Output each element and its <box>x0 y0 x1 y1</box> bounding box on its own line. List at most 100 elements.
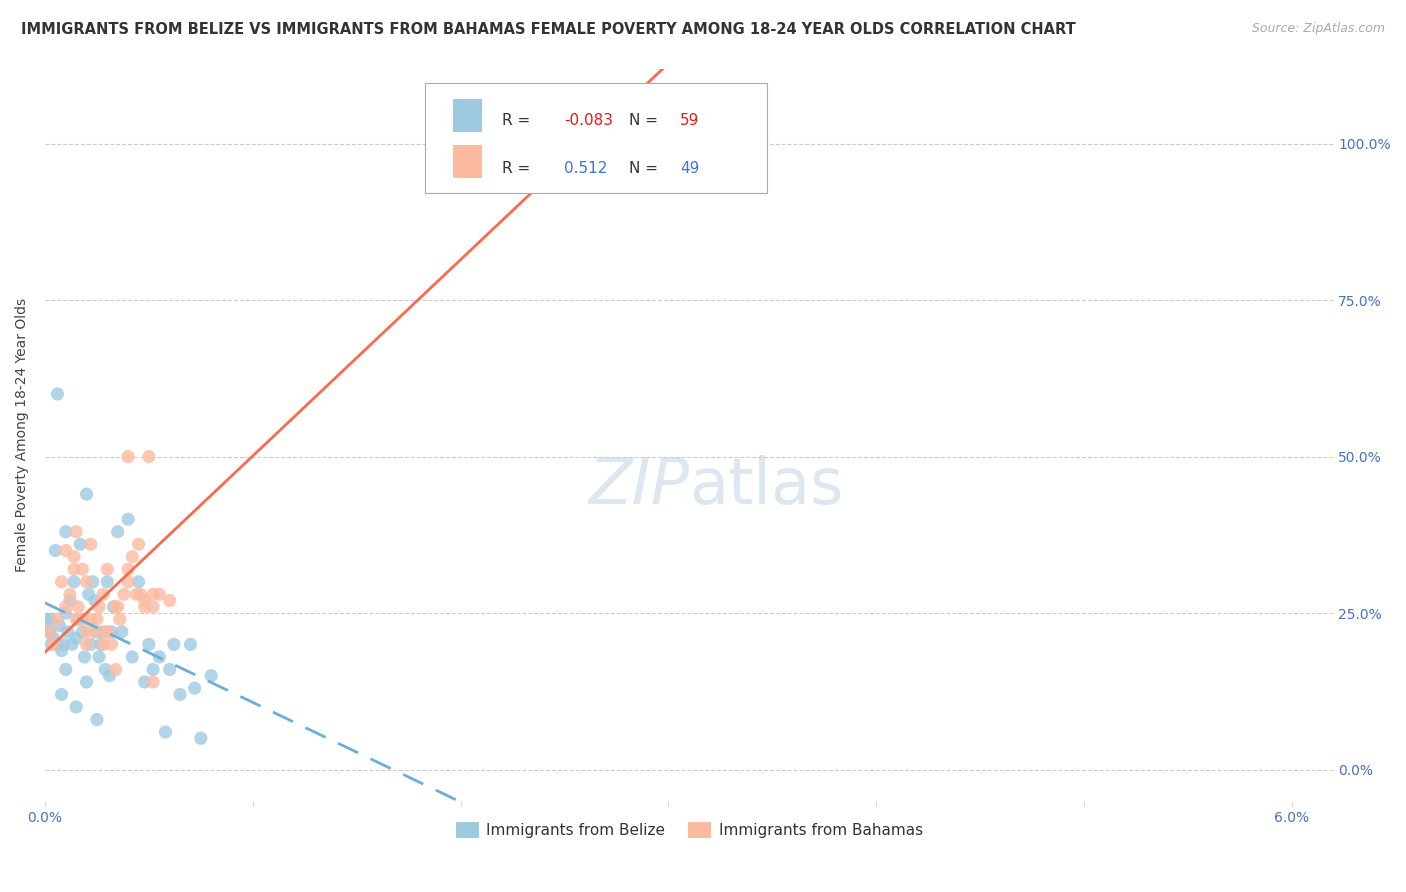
Point <box>179 637 201 651</box>
Point <box>69 537 91 551</box>
Point <box>104 662 127 676</box>
Point <box>55 662 77 676</box>
Point <box>117 562 139 576</box>
Point <box>112 587 135 601</box>
Point <box>129 587 152 601</box>
Point <box>73 649 96 664</box>
Point <box>42 631 65 645</box>
Point <box>44 543 66 558</box>
Point <box>38 624 60 639</box>
Point <box>190 731 212 746</box>
Point <box>138 450 160 464</box>
Point <box>86 713 108 727</box>
Point <box>56 624 79 639</box>
Point <box>121 549 143 564</box>
Point <box>128 537 150 551</box>
Point <box>77 587 100 601</box>
Point <box>104 599 127 614</box>
Text: atlas: atlas <box>689 455 844 517</box>
FancyBboxPatch shape <box>454 99 482 132</box>
Point <box>183 681 205 696</box>
Point <box>63 574 86 589</box>
Point <box>96 574 118 589</box>
Point <box>83 593 105 607</box>
Point <box>72 624 94 639</box>
Point <box>80 537 103 551</box>
FancyBboxPatch shape <box>454 145 482 178</box>
Point <box>55 599 77 614</box>
Point <box>39 637 62 651</box>
Point <box>55 606 77 620</box>
Point <box>470 136 492 151</box>
Point <box>142 662 165 676</box>
Point <box>142 599 165 614</box>
Y-axis label: Female Poverty Among 18-24 Year Olds: Female Poverty Among 18-24 Year Olds <box>15 298 30 572</box>
Point <box>65 524 87 539</box>
Point <box>65 700 87 714</box>
Point <box>117 574 139 589</box>
Text: N =: N = <box>628 161 662 176</box>
Point <box>100 637 122 651</box>
Point <box>100 624 122 639</box>
Text: -0.083: -0.083 <box>564 113 613 128</box>
Point <box>103 599 125 614</box>
Point <box>169 688 191 702</box>
Point <box>59 593 82 607</box>
Point <box>52 637 75 651</box>
Point <box>91 637 114 651</box>
Point <box>76 675 98 690</box>
Point <box>148 587 170 601</box>
FancyBboxPatch shape <box>425 83 766 193</box>
Point <box>46 387 69 401</box>
Point <box>82 574 104 589</box>
Point <box>159 593 181 607</box>
Point <box>51 643 73 657</box>
Point <box>86 624 108 639</box>
Point <box>98 669 121 683</box>
Point <box>90 637 112 651</box>
Point <box>148 649 170 664</box>
Text: 49: 49 <box>681 161 700 176</box>
Point <box>46 612 69 626</box>
Point <box>108 612 131 626</box>
Point <box>63 562 86 576</box>
Point <box>142 587 165 601</box>
Point <box>138 637 160 651</box>
Point <box>76 574 98 589</box>
Point <box>96 624 118 639</box>
Text: IMMIGRANTS FROM BELIZE VS IMMIGRANTS FROM BAHAMAS FEMALE POVERTY AMONG 18-24 YEA: IMMIGRANTS FROM BELIZE VS IMMIGRANTS FRO… <box>21 22 1076 37</box>
Point <box>65 612 87 626</box>
Point <box>155 725 177 739</box>
Point <box>83 624 105 639</box>
Point <box>55 524 77 539</box>
Point <box>63 549 86 564</box>
Point <box>87 599 110 614</box>
Point <box>55 543 77 558</box>
Text: R =: R = <box>502 113 536 128</box>
Point <box>91 624 114 639</box>
Point <box>125 587 148 601</box>
Text: N =: N = <box>628 113 662 128</box>
Text: 59: 59 <box>681 113 700 128</box>
Point <box>76 624 98 639</box>
Text: ZIP: ZIP <box>588 455 689 517</box>
Point <box>59 587 82 601</box>
Point <box>51 688 73 702</box>
Point <box>67 612 90 626</box>
Point <box>128 574 150 589</box>
Point <box>107 524 129 539</box>
Point <box>121 649 143 664</box>
Point <box>72 562 94 576</box>
Point <box>76 637 98 651</box>
Point <box>142 675 165 690</box>
Point <box>134 675 156 690</box>
Point <box>117 512 139 526</box>
Point <box>87 649 110 664</box>
Point <box>86 612 108 626</box>
Point <box>111 624 134 639</box>
Text: R =: R = <box>502 161 536 176</box>
Point <box>134 599 156 614</box>
Point <box>35 612 58 626</box>
Point <box>94 662 117 676</box>
Point <box>117 450 139 464</box>
